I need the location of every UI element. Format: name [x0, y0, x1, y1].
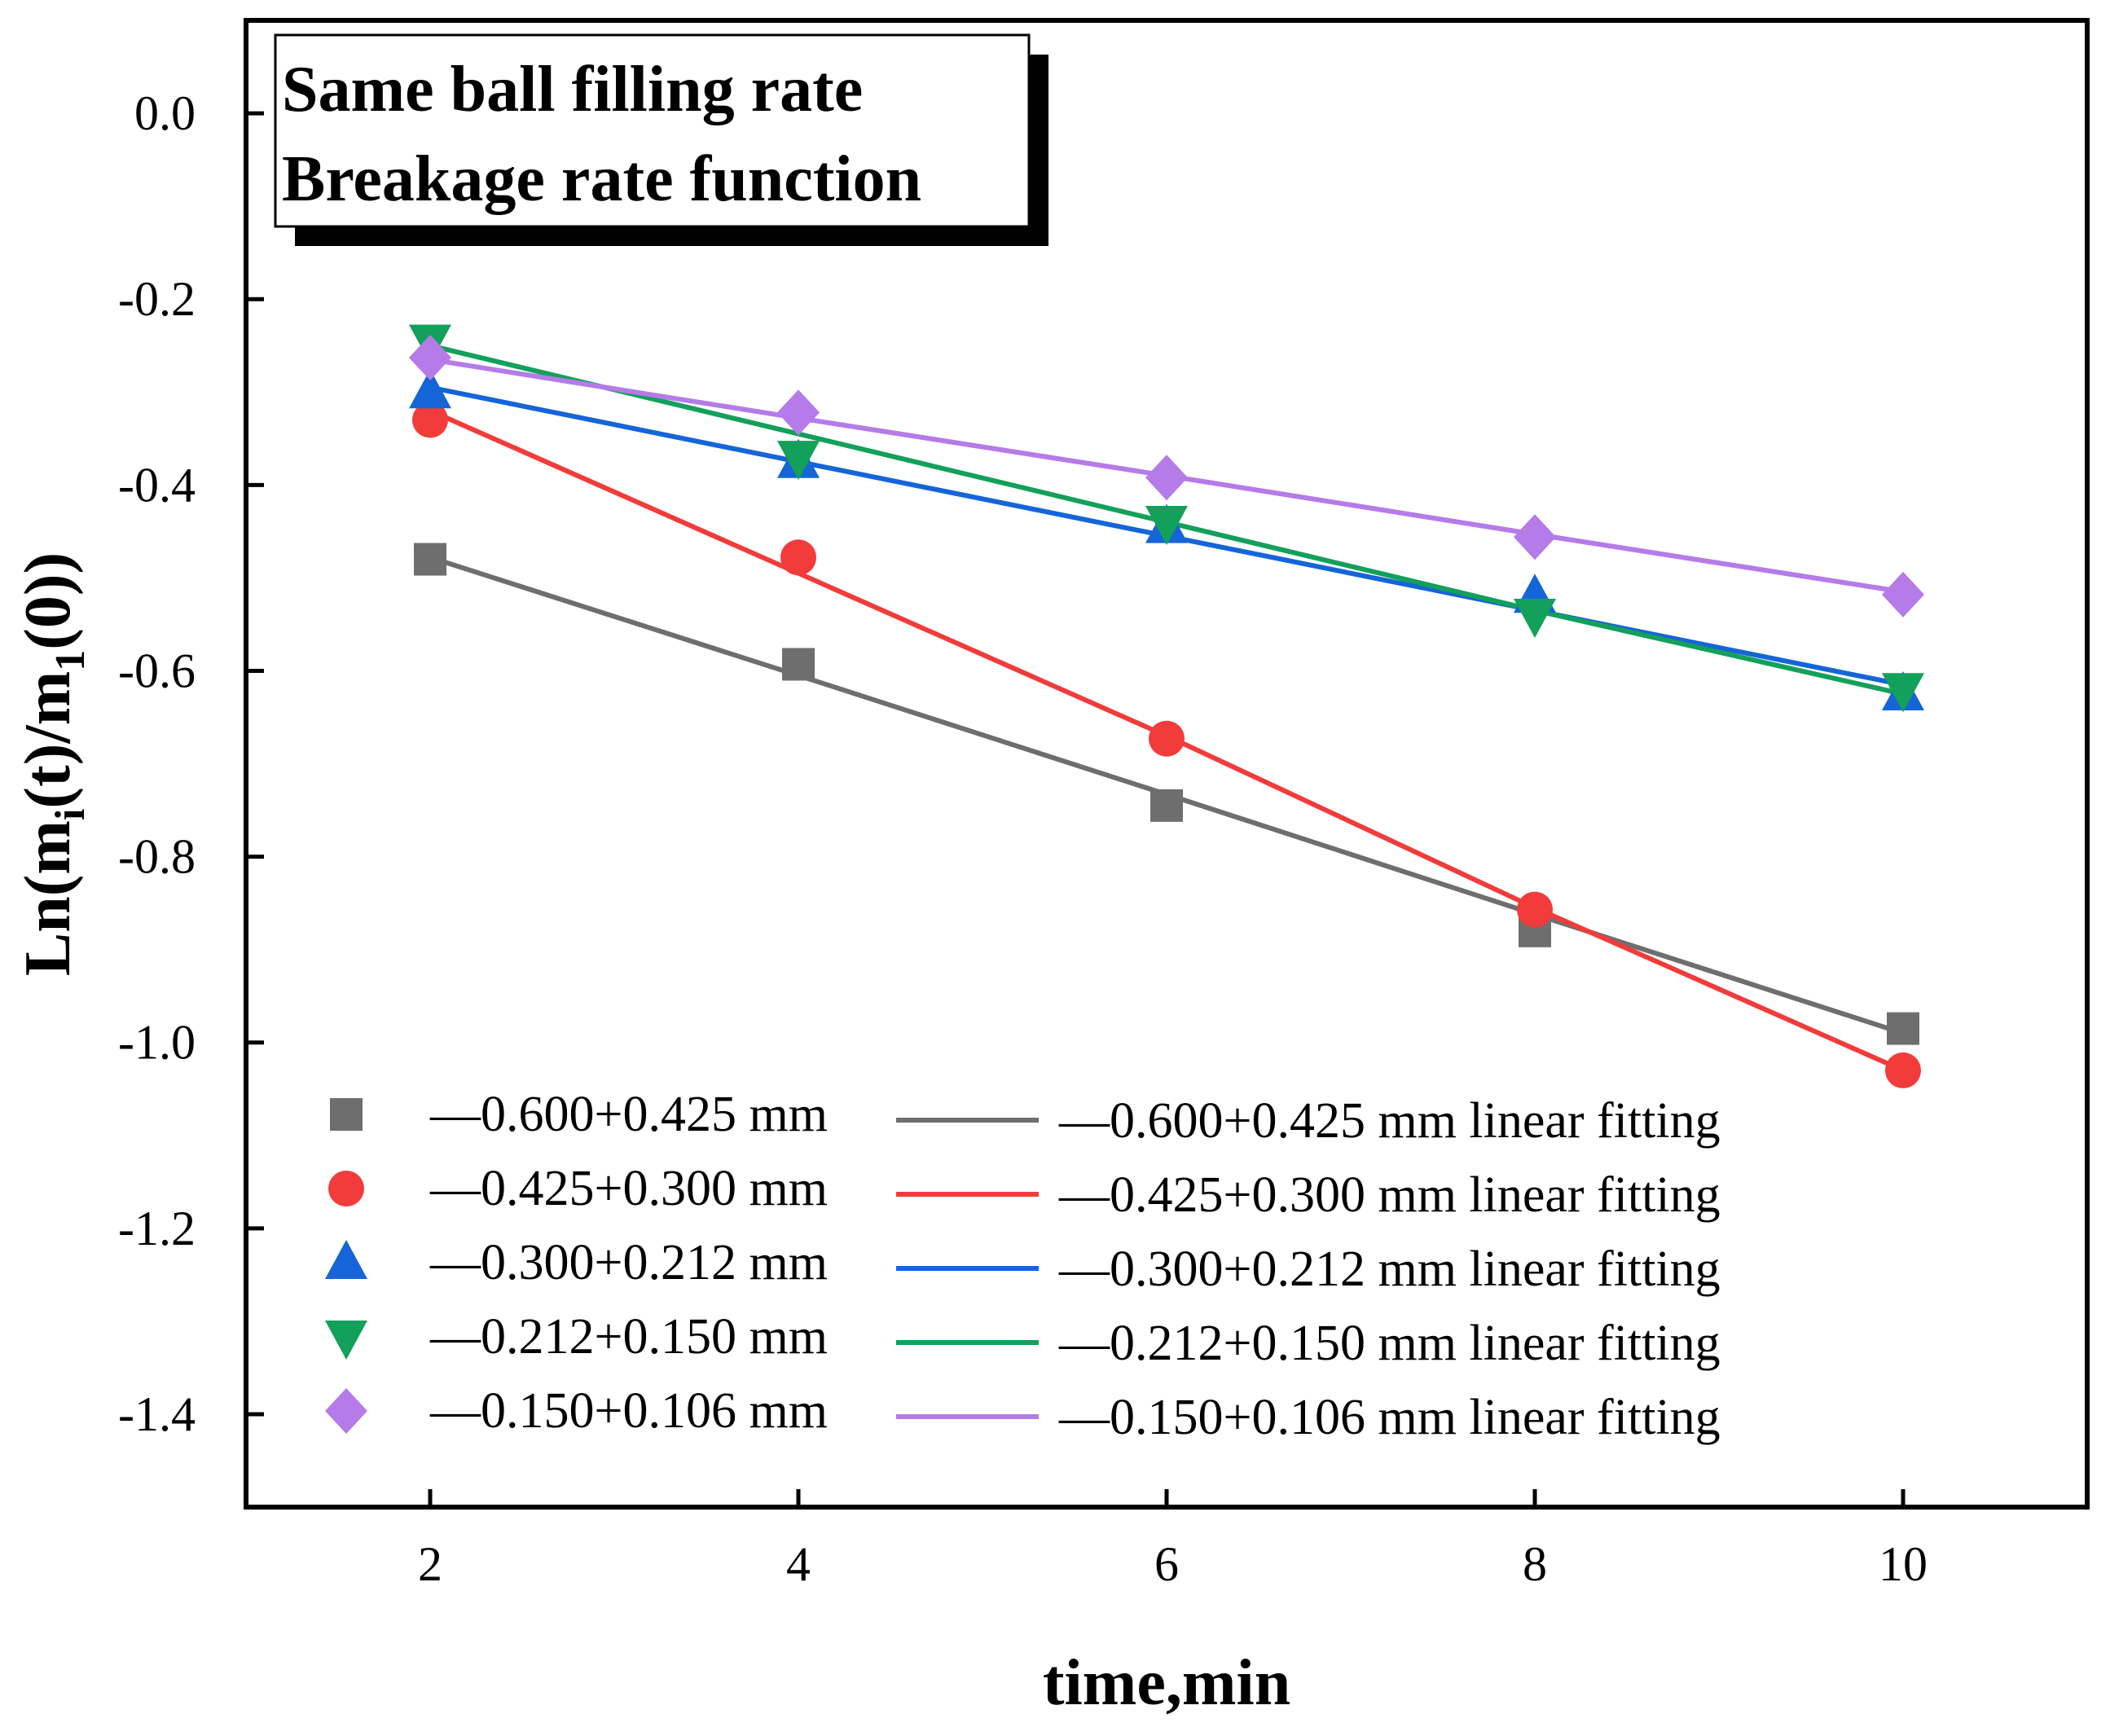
- title-line-1: Same ball filling rate: [282, 54, 863, 125]
- legend-marker-series-2: [328, 1171, 364, 1206]
- legend-marker-series-3: [325, 1240, 367, 1279]
- data-point-series-2: [1885, 1052, 1921, 1088]
- data-point-series-2: [412, 402, 448, 438]
- legend-label-series-1: —0.600+0.425 mm: [429, 1087, 828, 1142]
- x-tick-label: 4: [786, 1537, 811, 1591]
- legend-fit-label-series-3: —0.300+0.212 mm linear fitting: [1058, 1242, 1721, 1297]
- data-point-series-5: [1145, 455, 1188, 501]
- x-tick-label: 6: [1154, 1537, 1179, 1591]
- y-tick-label: -0.2: [118, 272, 196, 326]
- data-point-series-4: [1514, 599, 1556, 638]
- legend-fit-label-series-2: —0.425+0.300 mm linear fitting: [1058, 1167, 1721, 1223]
- legend-label-series-3: —0.300+0.212 mm: [429, 1235, 828, 1290]
- legend-marker-series-4: [325, 1321, 367, 1360]
- y-tick-label: -0.4: [118, 458, 196, 512]
- data-point-series-2: [780, 539, 816, 576]
- legend-marker-series-5: [325, 1388, 367, 1434]
- data-point-series-3: [409, 369, 451, 409]
- data-point-series-5: [777, 389, 820, 436]
- x-axis-title: time,min: [1043, 1647, 1290, 1719]
- data-point-series-4: [777, 441, 820, 481]
- data-point-series-1: [782, 648, 815, 681]
- y-tick-label: -0.6: [118, 644, 196, 697]
- y-tick-label: -1.4: [118, 1387, 196, 1441]
- y-tick-label: -1.0: [118, 1016, 196, 1070]
- data-point-series-2: [1517, 891, 1553, 928]
- y-tick-label: -0.8: [118, 830, 196, 884]
- legend-label-series-4: —0.212+0.150 mm: [429, 1309, 828, 1365]
- data-point-series-4: [1882, 673, 1924, 713]
- x-tick-label: 8: [1523, 1537, 1547, 1591]
- x-tick-label: 10: [1879, 1537, 1928, 1591]
- plot-markers: [409, 324, 1924, 1088]
- legend-marker-series-1: [330, 1098, 363, 1131]
- data-point-series-5: [409, 335, 451, 381]
- data-point-series-1: [1887, 1012, 1919, 1045]
- data-point-series-1: [414, 543, 446, 576]
- legend-fit-label-series-5: —0.150+0.106 mm linear fitting: [1058, 1390, 1721, 1445]
- legend: —0.600+0.425 mm —0.600+0.425 mm linear fi…: [325, 1087, 1721, 1445]
- legend-fit-label-series-4: —0.212+0.150 mm linear fitting: [1058, 1316, 1721, 1371]
- title-line-2: Breakage rate function: [282, 143, 921, 215]
- legend-label-series-2: —0.425+0.300 mm: [429, 1161, 828, 1216]
- legend-label-series-5: —0.150+0.106 mm: [429, 1383, 828, 1439]
- data-point-series-2: [1149, 720, 1185, 757]
- y-tick-label: -1.2: [118, 1202, 196, 1255]
- legend-fit-label-series-1: —0.600+0.425 mm linear fitting: [1058, 1093, 1721, 1149]
- data-point-series-5: [1514, 514, 1556, 560]
- axis-ticks: 2 4 6 8 10 0.0 -0.2 -0.4 -0.6 -0.8 -1.0 -1.2 -1.4: [118, 86, 1928, 1591]
- y-axis-title: Ln(mi(t)/m1(0)): [12, 552, 94, 976]
- data-point-series-1: [1150, 789, 1183, 822]
- y-tick-label: 0.0: [134, 86, 196, 140]
- data-point-series-5: [1882, 571, 1924, 617]
- data-point-series-4: [1145, 505, 1188, 545]
- title-box: [274, 33, 1031, 228]
- x-tick-label: 2: [418, 1537, 442, 1591]
